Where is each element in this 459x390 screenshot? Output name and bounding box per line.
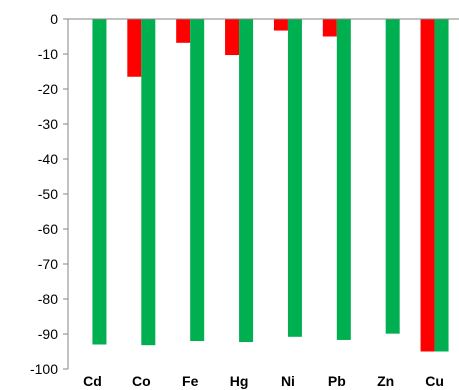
bar-fe-series-1 bbox=[176, 19, 191, 43]
y-tick-label: -10 bbox=[38, 46, 58, 62]
x-label-fe: Fe bbox=[182, 373, 199, 389]
y-tick-label: -40 bbox=[38, 151, 58, 167]
y-tick-label: -50 bbox=[38, 186, 58, 202]
y-tick-label: 0 bbox=[50, 11, 58, 27]
x-label-cu: Cu bbox=[425, 373, 444, 389]
y-tick-label: -90 bbox=[38, 326, 58, 342]
bar-hg-series-2 bbox=[239, 19, 254, 343]
x-label-zn: Zn bbox=[377, 373, 394, 389]
bar-pb-series-1 bbox=[322, 19, 337, 37]
bar-cu-series-2 bbox=[434, 19, 449, 352]
y-tick-label: -80 bbox=[38, 291, 58, 307]
bar-zn-series-2 bbox=[385, 19, 400, 334]
x-label-cd: Cd bbox=[83, 373, 102, 389]
bar-co-series-1 bbox=[127, 19, 142, 77]
x-label-hg: Hg bbox=[230, 373, 249, 389]
y-axis-ticks: 0 -10 -20 -30 -40 -50 -60 -70 -80 -90 -100 bbox=[30, 11, 68, 377]
bar-cd-series-2 bbox=[92, 19, 107, 345]
x-axis-labels: Cd Co Fe Hg Ni Pb Zn Cu bbox=[83, 373, 444, 389]
y-tick-label: -60 bbox=[38, 221, 58, 237]
bars bbox=[92, 19, 449, 352]
y-tick-label: -70 bbox=[38, 256, 58, 272]
x-label-pb: Pb bbox=[328, 373, 346, 389]
bar-pb-series-2 bbox=[336, 19, 351, 340]
bar-co-series-2 bbox=[141, 19, 156, 346]
bar-fe-series-2 bbox=[190, 19, 205, 341]
y-tick-label: -100 bbox=[30, 361, 58, 377]
x-label-co: Co bbox=[132, 373, 151, 389]
bar-hg-series-1 bbox=[225, 19, 240, 56]
y-tick-label: -30 bbox=[38, 116, 58, 132]
y-tick-label: -20 bbox=[38, 81, 58, 97]
bar-cu-series-1 bbox=[420, 19, 435, 352]
bar-ni-series-1 bbox=[273, 19, 288, 31]
x-label-ni: Ni bbox=[281, 373, 295, 389]
bar-ni-series-2 bbox=[287, 19, 302, 337]
